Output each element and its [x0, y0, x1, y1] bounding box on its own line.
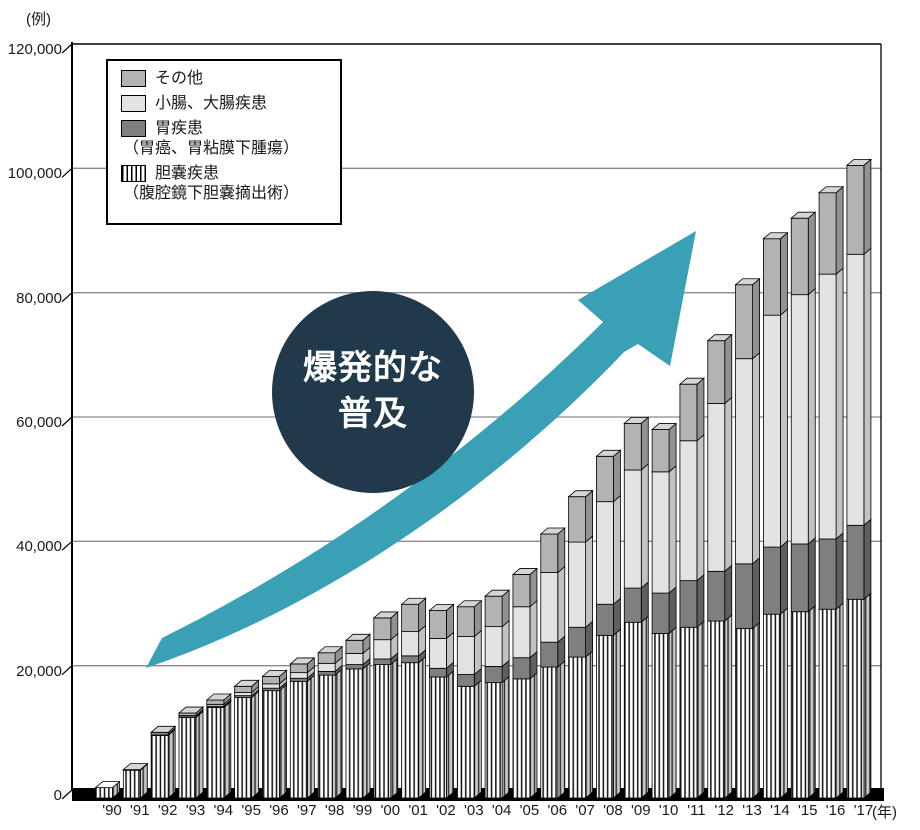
x-tick-label-90: '90 [102, 802, 122, 819]
y-tick-label-60,000: 60,000 [16, 414, 62, 431]
legend: その他 小腸、大腸疾患 胃疾患 （胃癌、胃粘膜下腫瘍） 胆嚢疾患 （腹腔鏡下胆嚢… [106, 59, 342, 225]
bar-13 [734, 277, 761, 799]
x-tick-label-11: '11 [687, 802, 706, 819]
legend-label-intestine: 小腸、大腸疾患 [155, 94, 268, 112]
bar-98 [317, 645, 344, 799]
x-tick-label-14: '14 [770, 802, 790, 819]
bar-92 [150, 725, 177, 799]
bar-17 [845, 158, 872, 799]
annotation-line1: 爆発的な [303, 349, 443, 388]
x-tick-label-09: '09 [630, 802, 651, 819]
legend-sublabel-gallbladder: （腹腔鏡下胆嚢摘出術） [123, 185, 300, 202]
legend-swatch-other-icon [121, 70, 146, 87]
bar-10 [651, 422, 678, 799]
legend-item-other: その他 [121, 70, 340, 87]
legend-item-intestine: 小腸、大腸疾患 [121, 95, 340, 112]
bar-99 [344, 633, 372, 799]
legend-item-gallbladder: 胆嚢疾患 [121, 165, 340, 182]
y-axis-3d-tick [61, 43, 73, 54]
x-tick-label-91: '91 [130, 802, 150, 819]
bar-05 [511, 567, 539, 799]
bar-06 [539, 527, 566, 799]
x-tick-label-07: '07 [575, 802, 595, 819]
y-tick-label-0: 0 [53, 787, 62, 804]
legend-swatch-intestine-icon [121, 95, 146, 112]
x-tick-label-04: '04 [491, 802, 512, 819]
x-tick-label-13: '13 [742, 802, 762, 819]
bar-90 [94, 780, 121, 799]
legend-sublabel-stomach: （胃癌、胃粘膜下腫瘍） [123, 140, 300, 157]
bar-96 [261, 669, 288, 799]
legend-swatch-gallbladder-icon [121, 165, 146, 182]
x-tick-label-17: '17 [853, 802, 874, 819]
legend-item-stomach: 胃疾患 [121, 120, 340, 137]
x-tick-label-03: '03 [464, 802, 484, 819]
x-tick-label-16: '16 [825, 802, 846, 819]
legend-label-other: その他 [155, 69, 204, 87]
x-tick-label-92: '92 [157, 802, 178, 819]
bar-95 [233, 679, 260, 799]
y-tick-label-80,000: 80,000 [16, 289, 62, 307]
x-tick-label-00: '00 [380, 802, 401, 819]
x-tick-label-99: '99 [352, 802, 373, 819]
y-axis-unit-label: (例) [26, 11, 51, 28]
y-axis-3d-tick [61, 416, 73, 427]
growth-arrow-icon [146, 231, 696, 668]
x-tick-label-02: '02 [436, 802, 456, 819]
bar-93 [177, 706, 205, 799]
y-tick-label-40,000: 40,000 [16, 538, 62, 556]
x-tick-label-15: '15 [797, 802, 818, 819]
x-axis-unit-label: (年) [872, 804, 897, 821]
bar-03 [456, 599, 483, 799]
x-tick-label-94: '94 [213, 802, 234, 819]
explosive-spread-annotation: 爆発的な 普及 [272, 291, 474, 493]
x-tick-label-08: '08 [603, 802, 623, 819]
bar-94 [205, 693, 232, 799]
y-axis-3d-tick [61, 292, 73, 303]
x-tick-label-93: '93 [185, 802, 206, 819]
y-axis-3d-tick [61, 789, 73, 800]
bar-08 [595, 449, 622, 799]
x-tick-label-12: '12 [714, 802, 735, 819]
legend-swatch-stomach-icon [121, 120, 146, 137]
y-axis-3d-tick [61, 665, 73, 676]
bar-02 [428, 603, 455, 799]
bar-14 [762, 231, 789, 799]
bar-01 [400, 597, 427, 799]
legend-label-gallbladder: 胆嚢疾患 [155, 164, 220, 182]
x-tick-label-96: '96 [269, 802, 289, 819]
y-axis-3d-tick [61, 167, 73, 178]
bar-11 [678, 377, 706, 799]
bar-12 [706, 333, 733, 799]
x-tick-label-10: '10 [658, 802, 679, 819]
y-tick-label-100,000: 100,000 [7, 165, 62, 183]
y-axis-3d-tick [61, 540, 73, 551]
bar-04 [484, 589, 511, 799]
y-tick-label-20,000: 20,000 [16, 662, 62, 680]
x-tick-label-06: '06 [547, 802, 568, 819]
bar-97 [289, 657, 316, 799]
y-tick-label-120,000: 120,000 [7, 41, 62, 58]
x-tick-label-95: '95 [241, 802, 261, 819]
bar-15 [790, 211, 817, 799]
annotation-circle [272, 291, 474, 493]
bar-07 [567, 489, 594, 799]
x-tick-label-98: '98 [324, 802, 345, 819]
bar-00 [372, 611, 399, 799]
x-tick-label-05: '05 [519, 802, 540, 819]
x-tick-label-97: '97 [297, 802, 317, 819]
legend-label-stomach: 胃疾患 [155, 119, 204, 137]
bar-91 [122, 762, 149, 799]
annotation-line2: 普及 [338, 395, 408, 433]
x-tick-label-01: '01 [408, 802, 428, 819]
bar-09 [623, 416, 650, 799]
bar-16 [817, 185, 845, 799]
